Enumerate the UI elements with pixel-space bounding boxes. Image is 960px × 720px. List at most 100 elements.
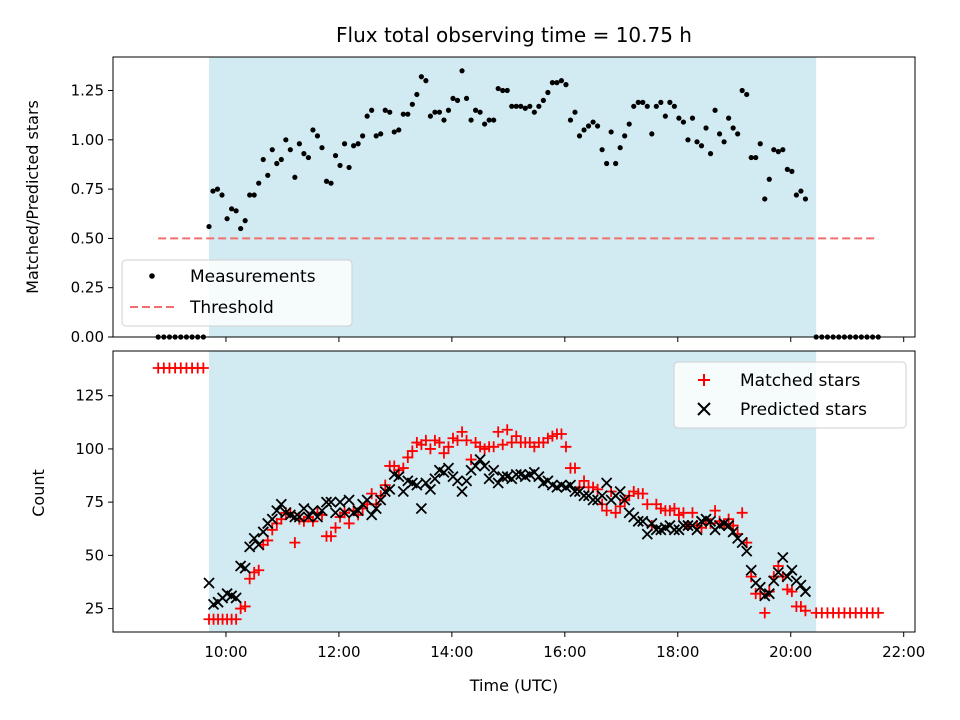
predicted-star-point bbox=[569, 485, 581, 498]
legend-threshold-label: Threshold bbox=[189, 298, 274, 318]
count-panel: 25 50 75 100 125 10:00 12:00 14:00 16:00 18:00 20… bbox=[29, 350, 925, 695]
predicted-star-point bbox=[361, 494, 373, 506]
ratio-panel: 0.00 0.25 0.50 0.75 1.00 1.25 Flux total obse… bbox=[23, 23, 916, 346]
measurement-point bbox=[604, 160, 610, 167]
measurement-point bbox=[626, 121, 632, 127]
measurement-point bbox=[305, 154, 312, 161]
measurement-point bbox=[658, 99, 664, 105]
predicted-star-point bbox=[230, 592, 242, 604]
matched-star-point bbox=[438, 447, 450, 459]
predicted-star-point bbox=[668, 524, 681, 536]
predicted-star-point bbox=[741, 545, 753, 557]
legend-predicted-marker bbox=[697, 402, 711, 416]
measurement-point bbox=[260, 156, 266, 163]
ratio-y-axis-label: Matched/Predicted stars bbox=[23, 100, 42, 294]
matched-star-point bbox=[492, 426, 504, 438]
measurement-point bbox=[689, 115, 696, 121]
measurement-point bbox=[382, 107, 388, 113]
predicted-star-point bbox=[763, 588, 775, 600]
measurement-point bbox=[622, 133, 628, 139]
measurement-point bbox=[545, 89, 551, 96]
measurement-point bbox=[698, 143, 705, 149]
predicted-star-point bbox=[781, 571, 793, 583]
measurement-point bbox=[653, 103, 659, 109]
legend-predicted-label: Predicted stars bbox=[740, 400, 867, 420]
measurement-point bbox=[360, 133, 366, 139]
measurement-point bbox=[536, 103, 542, 109]
predicted-star-point bbox=[248, 532, 260, 544]
x-tick-label: 18:00 bbox=[656, 643, 699, 661]
measurement-point bbox=[387, 109, 393, 115]
predicted-star-point bbox=[469, 460, 482, 472]
matched-star-point bbox=[668, 503, 680, 515]
measurement-point bbox=[712, 107, 718, 113]
measurement-point bbox=[214, 186, 221, 192]
matched-star-point bbox=[230, 613, 242, 625]
y-tick-label: 125 bbox=[75, 387, 104, 405]
legend-matched-marker bbox=[698, 374, 710, 386]
measurement-point bbox=[739, 87, 745, 94]
measurement-point bbox=[328, 180, 334, 186]
measurement-point bbox=[242, 218, 248, 224]
measurement-point bbox=[608, 129, 614, 135]
measurement-point bbox=[463, 95, 470, 102]
y-tick-label: 0.50 bbox=[71, 229, 104, 247]
measurement-point bbox=[554, 80, 560, 86]
legend-measurements-label: Measurements bbox=[190, 267, 316, 287]
legend-matched-label: Matched stars bbox=[740, 371, 860, 391]
measurement-point bbox=[635, 99, 641, 105]
measurement-point bbox=[441, 117, 447, 123]
measurement-point bbox=[278, 156, 284, 163]
measurement-point bbox=[780, 147, 786, 153]
matched-star-point bbox=[402, 451, 414, 463]
measurement-point bbox=[355, 141, 361, 147]
predicted-star-point bbox=[492, 477, 504, 489]
measurement-point bbox=[405, 111, 411, 117]
matched-star-point bbox=[461, 434, 473, 446]
predicted-star-point bbox=[736, 536, 748, 549]
matched-star-point bbox=[266, 524, 278, 536]
predicted-star-point bbox=[266, 513, 278, 525]
measurement-point bbox=[748, 154, 754, 161]
measurement-point bbox=[445, 107, 452, 113]
x-tick-label: 10:00 bbox=[204, 643, 247, 661]
predicted-star-point bbox=[578, 490, 590, 502]
predicted-star-point bbox=[420, 477, 432, 489]
measurement-point bbox=[459, 68, 465, 74]
matched-star-point bbox=[592, 483, 604, 495]
measurement-point bbox=[414, 91, 420, 98]
predicted-star-point bbox=[253, 539, 265, 551]
ratio-panel-frame bbox=[112, 56, 916, 338]
count-panel-frame bbox=[112, 350, 916, 633]
y-tick-label: 100 bbox=[75, 440, 104, 458]
matched-star-point bbox=[330, 522, 342, 534]
measurement-point bbox=[771, 147, 777, 153]
matched-star-point bbox=[239, 600, 251, 612]
measurement-point bbox=[265, 172, 271, 178]
measurement-point bbox=[662, 113, 668, 119]
predicted-star-point bbox=[533, 470, 545, 483]
measurement-point bbox=[522, 105, 528, 111]
predicted-star-point bbox=[745, 564, 757, 576]
measurement-point bbox=[269, 147, 275, 153]
predicted-star-point bbox=[682, 519, 694, 532]
predicted-star-point bbox=[397, 485, 409, 498]
measurement-point bbox=[296, 141, 302, 147]
predicted-star-point bbox=[614, 485, 626, 498]
ratio-legend: Measurements Threshold bbox=[121, 259, 353, 327]
predicted-star-point bbox=[799, 585, 812, 598]
measurement-point bbox=[762, 196, 768, 202]
predicted-star-point bbox=[334, 496, 346, 508]
measurement-point bbox=[341, 141, 348, 147]
measurement-point bbox=[400, 111, 406, 117]
predicted-star-point bbox=[307, 505, 319, 517]
measurement-point bbox=[364, 113, 370, 119]
measurement-point bbox=[671, 103, 678, 109]
matched-star-point bbox=[325, 530, 337, 542]
measurement-point bbox=[427, 113, 434, 119]
measurement-point bbox=[378, 131, 384, 137]
predicted-star-point bbox=[772, 566, 784, 579]
predicted-star-point bbox=[352, 505, 364, 517]
measurement-point bbox=[210, 188, 216, 194]
